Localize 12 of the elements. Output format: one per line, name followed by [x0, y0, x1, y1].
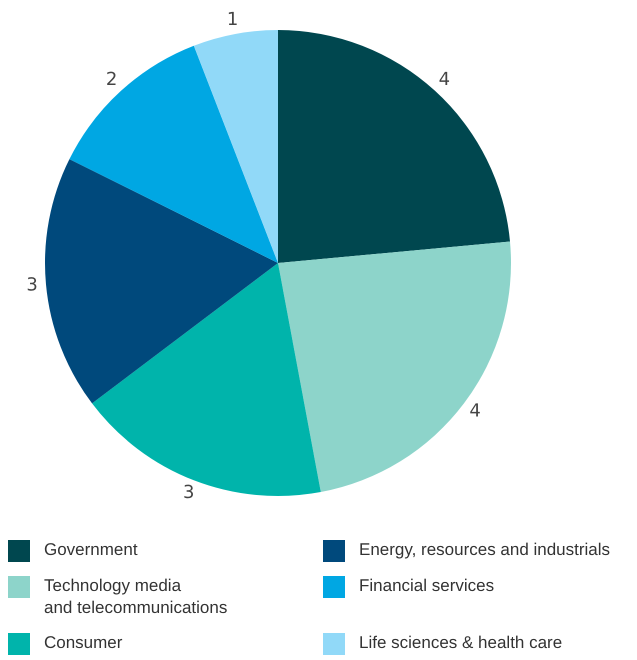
data-label: 1 — [226, 8, 238, 30]
data-label: 4 — [469, 400, 481, 422]
data-label: 4 — [438, 69, 450, 90]
data-label: 2 — [106, 69, 118, 90]
data-label: 3 — [26, 274, 38, 296]
legend-label: Technology media and telecommunications — [44, 575, 228, 619]
legend-label: Life sciences & health care — [359, 632, 562, 654]
legend-label: Consumer — [44, 632, 122, 654]
legend-label: Government — [44, 539, 138, 561]
legend-label: Energy, resources and industrials — [359, 539, 610, 561]
data-label: 3 — [183, 482, 194, 503]
legend-label: Financial services — [359, 575, 494, 597]
